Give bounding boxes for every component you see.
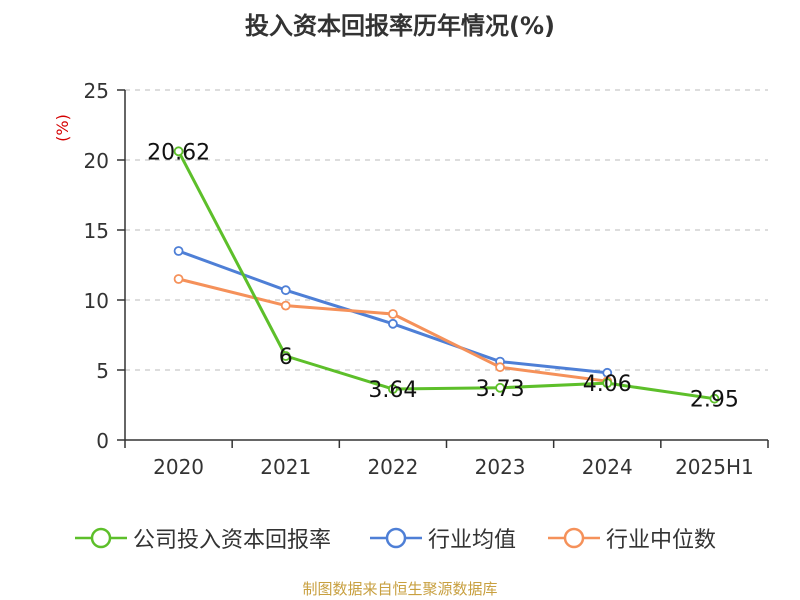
x-tick-label: 2022 — [367, 455, 418, 479]
data-point — [495, 382, 505, 393]
y-axis-label: (%) — [53, 114, 72, 142]
series-line — [177, 150, 715, 401]
legend-label-company: 公司投入资本回报率 — [133, 528, 332, 553]
data-point — [709, 393, 720, 404]
chart-title: 投入资本回报率历年情况(%) — [245, 12, 555, 40]
data-label: 2.95 — [690, 388, 739, 413]
legend: 公司投入资本回报率 行业均值 行业中位数 — [0, 520, 800, 556]
legend-marker-industry-median — [548, 527, 600, 549]
x-tick-label: 2021 — [260, 455, 311, 479]
x-tick-label: 2023 — [475, 455, 526, 479]
legend-label-industry-avg: 行业均值 — [428, 528, 517, 553]
legend-item-company[interactable]: 公司投入资本回报率 — [75, 520, 331, 556]
legend-item-industry-median[interactable]: 行业中位数 — [548, 520, 716, 556]
y-tick-label: 15 — [84, 219, 109, 243]
legend-item-industry-avg[interactable]: 行业均值 — [370, 520, 516, 556]
data-label: 4.06 — [583, 372, 632, 397]
data-label: 3.64 — [368, 378, 417, 403]
data-label: 20.62 — [147, 140, 210, 165]
x-tick-label: 2020 — [153, 455, 204, 479]
data-label: 6 — [279, 345, 293, 370]
legend-marker-industry-avg — [370, 527, 422, 549]
data-label: 3.73 — [476, 377, 525, 402]
x-tick-label: 2024 — [582, 455, 633, 479]
data-point — [388, 309, 398, 319]
data-point — [280, 285, 291, 296]
data-point — [388, 384, 398, 394]
x-tick-label: 2025H1 — [675, 455, 754, 479]
data-point — [173, 274, 184, 284]
y-tick-label: 10 — [84, 289, 109, 313]
data-point — [388, 318, 398, 329]
data-point — [173, 246, 184, 256]
data-point — [280, 351, 291, 361]
legend-marker-company — [75, 527, 127, 549]
legend-label-industry-median: 行业中位数 — [606, 528, 717, 553]
y-tick-label: 20 — [84, 149, 109, 173]
y-tick-label: 5 — [96, 359, 109, 383]
data-source: 制图数据来自恒生聚源数据库 — [302, 580, 498, 598]
y-tick-label: 25 — [84, 79, 109, 103]
y-tick-label: 0 — [96, 429, 109, 453]
data-point — [495, 362, 505, 373]
data-point — [602, 378, 613, 389]
data-point — [280, 300, 291, 311]
data-point — [173, 146, 184, 157]
